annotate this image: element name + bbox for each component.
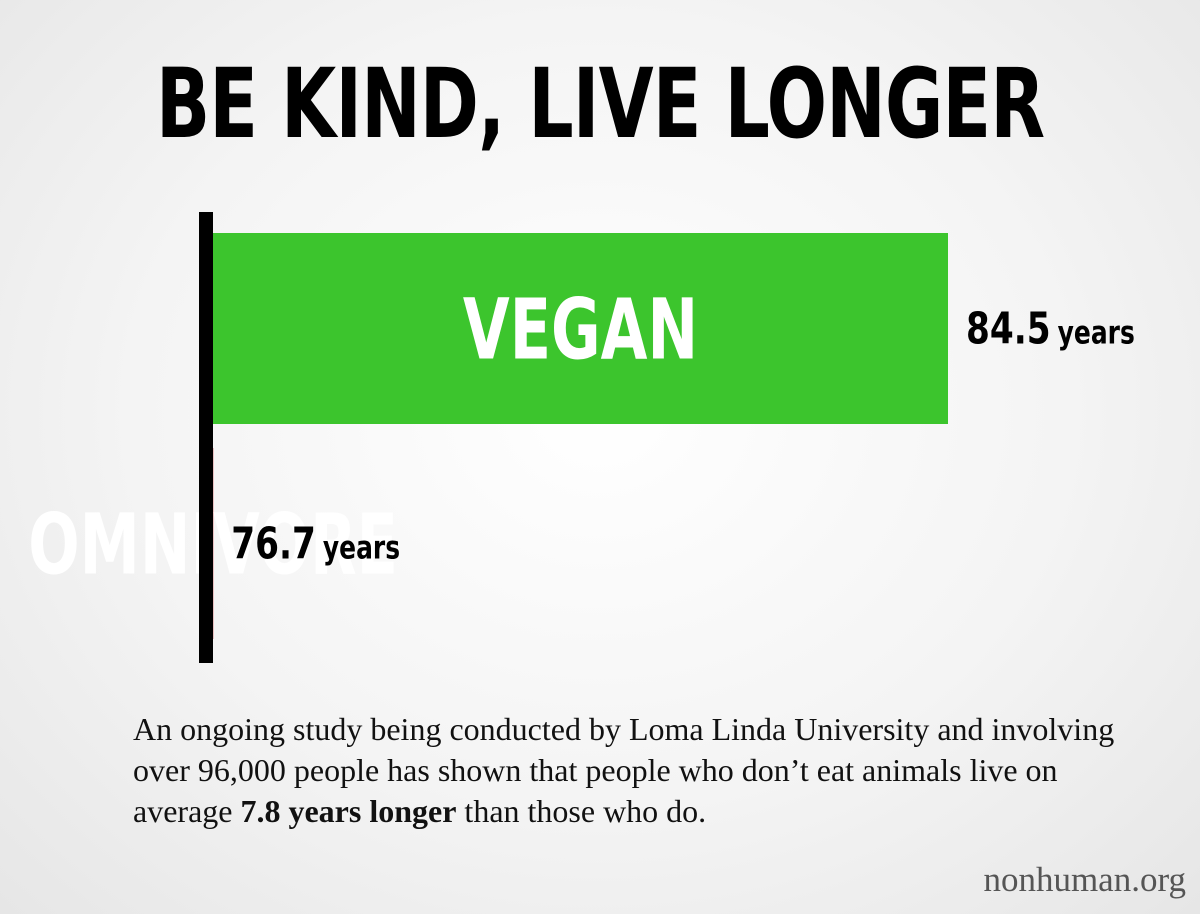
caption-text-after: than those who do.: [456, 793, 707, 829]
study-caption: An ongoing study being conducted by Loma…: [133, 709, 1133, 832]
value-label-vegan: 84.5 years: [966, 303, 1135, 354]
y-axis-line: [199, 212, 213, 663]
source-website: nonhuman.org: [983, 860, 1186, 899]
caption-text-before: An ongoing study being conducted by Loma…: [133, 711, 1115, 829]
bar-label-omnivore: OMNIVORE: [28, 497, 398, 595]
value-label-omnivore: 76.7 years: [231, 518, 400, 569]
chart-title: BE KIND, LIVE LONGER: [156, 48, 1045, 160]
bar-label-vegan: VEGAN: [463, 282, 698, 380]
bar-vegan: [213, 233, 948, 424]
caption-emphasis: 7.8 years longer: [240, 793, 457, 829]
